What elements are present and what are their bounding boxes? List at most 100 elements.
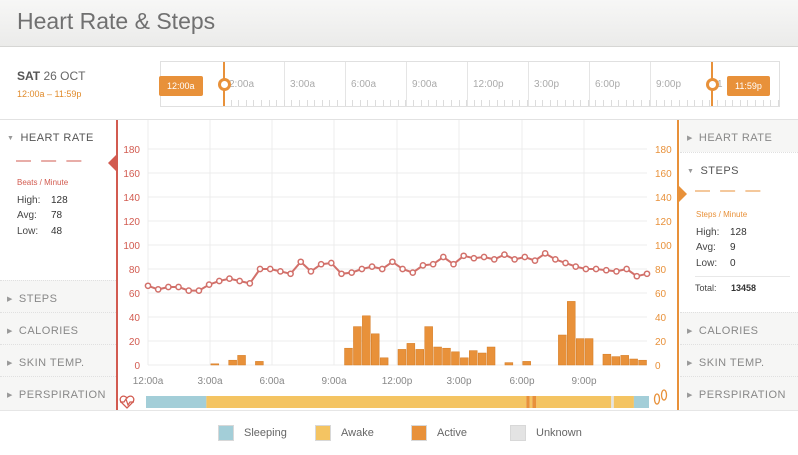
right-section-skin-temp[interactable]: ▶ SKIN TEMP. — [680, 344, 798, 376]
heart-rate-section[interactable]: ▼ HEART RATE — [0, 120, 116, 280]
steps-avg: 9 — [730, 242, 736, 253]
steps-bar — [379, 357, 389, 366]
heart-rate-point — [256, 265, 264, 273]
timeline-minor-tick — [755, 100, 756, 106]
timeline-minor-tick — [276, 100, 277, 106]
x-tick-label: 3:00a — [197, 376, 222, 387]
legend-label: Active — [437, 426, 467, 439]
timeline-minor-tick — [565, 100, 566, 106]
heart-rate-point — [511, 256, 518, 263]
steps-bar — [469, 350, 478, 366]
day-label: SAT — [17, 69, 41, 83]
activity-segment-active — [526, 396, 530, 408]
x-tick-label: 12:00a — [133, 376, 164, 387]
timeline-minor-tick — [398, 100, 399, 106]
steps-bar — [558, 334, 567, 366]
timeline-minor-tick — [352, 100, 353, 106]
heart-rate-point — [623, 265, 630, 273]
steps-bar — [611, 356, 621, 366]
timeline-minor-tick — [763, 100, 764, 106]
timeline-minor-tick — [299, 100, 300, 106]
heart-rate-point — [409, 269, 417, 276]
section-label: STEPS — [18, 293, 58, 305]
timeline-minor-tick — [474, 100, 475, 106]
right-section-calories[interactable]: ▶ CALORIES — [680, 312, 798, 344]
heart-rate-point — [297, 258, 305, 266]
steps-bar — [433, 346, 442, 366]
steps-bar — [477, 352, 487, 366]
steps-bar — [237, 355, 246, 366]
timeline-minor-tick — [246, 100, 247, 106]
steps-bar — [442, 347, 451, 366]
end-time-handle[interactable]: 11:59p — [727, 76, 770, 96]
steps-total-row: Total: 13458 — [695, 276, 790, 293]
timeline-minor-tick — [413, 100, 414, 106]
timeline-minor-tick — [367, 100, 368, 106]
timeline-minor-tick — [664, 100, 665, 106]
timeline-minor-tick — [504, 100, 505, 106]
date-bar: SAT 26 OCT 12:00a – 11:59p 2:00a 3:00a 6:0… — [0, 47, 798, 120]
left-section-calories[interactable]: ▶ CALORIES — [0, 312, 116, 344]
steps-bar — [415, 349, 424, 366]
steps-title: STEPS — [700, 165, 740, 177]
steps-pointer — [679, 186, 687, 202]
heart-rate-legend-dashes: — — — — [16, 152, 85, 169]
timeline-minor-tick — [390, 100, 391, 106]
section-label: CALORIES — [18, 325, 79, 337]
app-header: Heart Rate & Steps — [0, 0, 798, 47]
heart-rate-tick-label: 40 — [129, 313, 141, 324]
timeline-minor-tick — [709, 100, 710, 106]
date-value: 26 OCT — [43, 69, 86, 83]
timeline-label: 3:00p — [534, 79, 560, 90]
heart-rate-point — [215, 277, 223, 285]
timeline-tick — [467, 62, 468, 106]
timeline-minor-tick — [725, 100, 726, 106]
heart-rate-point — [572, 263, 580, 270]
footprints-icon — [653, 393, 661, 405]
heart-rate-point — [389, 258, 396, 266]
start-time-handle[interactable]: 12:00a — [159, 76, 203, 96]
section-label: SKIN TEMP. — [698, 357, 765, 369]
steps-section[interactable]: ▼ STEPS — [680, 152, 798, 312]
right-section-perspiration[interactable]: ▶ PERSPIRATION — [680, 376, 798, 410]
heart-rate-low: 48 — [51, 226, 63, 237]
heart-rate-point — [195, 287, 203, 294]
timeline-minor-tick — [694, 100, 695, 106]
heart-rate-point — [226, 275, 233, 282]
timeline-minor-tick — [770, 100, 771, 106]
legend-swatch — [218, 425, 234, 441]
high-label: High: — [17, 195, 41, 206]
legend-active: Active — [411, 425, 467, 441]
timeline-minor-tick — [747, 100, 748, 106]
time-range-slider[interactable]: 2:00a 3:00a 6:00a 9:00a 12:00p 3:00p 6:00p 9:00… — [159, 61, 780, 107]
steps-bar — [522, 361, 531, 366]
right-metrics-panel: ▶ HEART RATE ▼ STEPS — — — Steps / Minute … — [680, 120, 798, 410]
timeline-tick — [284, 62, 285, 106]
heart-rate-point — [317, 260, 325, 268]
heart-rate-point — [185, 287, 193, 294]
heart-rate-point — [246, 280, 254, 287]
legend-swatch — [411, 425, 427, 441]
right-section-heart-rate[interactable]: ▶ HEART RATE — [680, 120, 798, 152]
steps-tick-label: 100 — [655, 241, 672, 252]
x-tick-label: 9:00p — [571, 376, 596, 387]
start-time-knob[interactable] — [218, 78, 231, 91]
heart-rate-point — [470, 254, 478, 262]
timeline-label: 9:00a — [412, 79, 438, 90]
timeline-tick — [650, 62, 651, 106]
timeline-minor-tick — [641, 100, 642, 106]
heart-rate-point — [175, 283, 182, 291]
legend-label: Unknown — [536, 426, 582, 439]
timeline-tick — [345, 62, 346, 106]
steps-bar — [486, 346, 496, 366]
timeline-minor-tick — [573, 100, 574, 106]
steps-bar — [255, 361, 264, 366]
left-section-steps[interactable]: ▶ STEPS — [0, 280, 116, 312]
steps-bar — [210, 363, 220, 366]
legend-unknown: Unknown — [510, 425, 582, 441]
left-section-perspiration[interactable]: ▶ PERSPIRATION — [0, 376, 116, 410]
footprint-icon — [660, 389, 668, 401]
end-time-knob[interactable] — [706, 78, 719, 91]
timeline-minor-tick — [740, 100, 741, 106]
left-section-skin-temp[interactable]: ▶ SKIN TEMP. — [0, 344, 116, 376]
